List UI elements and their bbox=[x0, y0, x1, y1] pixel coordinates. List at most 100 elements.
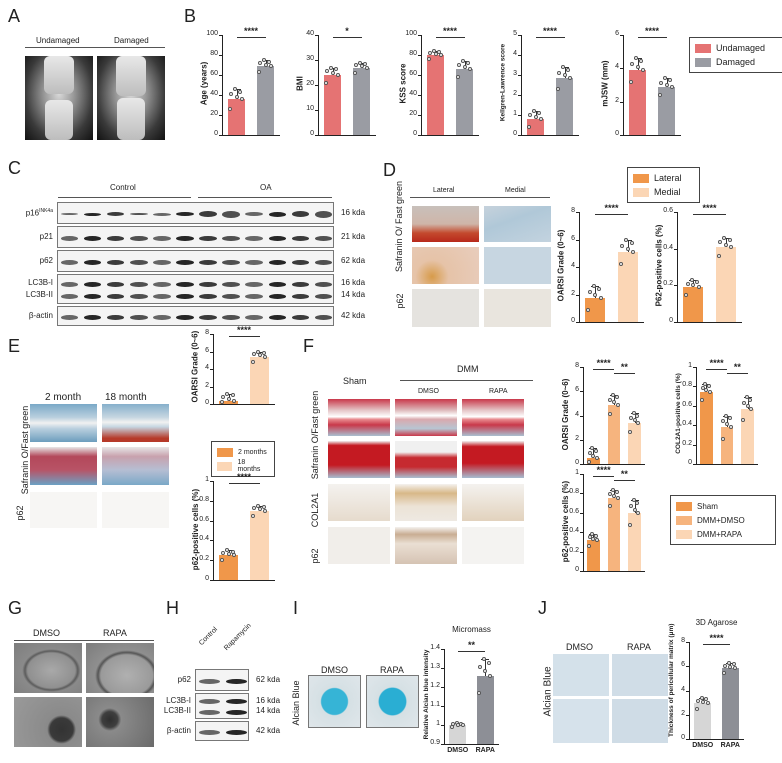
blot-row-lc3b bbox=[57, 274, 334, 304]
data-point bbox=[742, 400, 747, 405]
data-point bbox=[608, 492, 613, 497]
y-tick bbox=[210, 500, 213, 502]
bar-sham bbox=[699, 392, 713, 464]
significance-label: ** bbox=[467, 640, 475, 650]
y-tick bbox=[580, 391, 583, 393]
data-point bbox=[258, 61, 263, 65]
band bbox=[153, 259, 171, 265]
bar-undamaged bbox=[526, 119, 545, 135]
band bbox=[106, 212, 125, 216]
y-axis-label: BMI bbox=[295, 76, 305, 91]
data-point bbox=[668, 78, 673, 83]
y-tick bbox=[580, 493, 583, 495]
band bbox=[291, 259, 310, 265]
histo-f-dmso-saf-2 bbox=[395, 441, 457, 478]
significance-line bbox=[593, 476, 614, 477]
error-bar bbox=[634, 500, 636, 513]
y-tick-label: 8 bbox=[571, 207, 575, 214]
x-axis bbox=[222, 135, 280, 136]
bar-undamaged bbox=[323, 75, 342, 135]
data-point bbox=[593, 292, 598, 297]
panel-c-letter: C bbox=[8, 158, 21, 178]
data-point bbox=[723, 663, 728, 668]
y-tick-label: 2 bbox=[681, 709, 685, 717]
xray-undamaged-image bbox=[25, 56, 93, 140]
blot-size-label: 14 kda bbox=[341, 290, 366, 299]
tem-rapa-1 bbox=[86, 643, 154, 693]
band bbox=[314, 235, 333, 241]
band bbox=[245, 212, 263, 216]
blot-size-label: 16 kda bbox=[341, 278, 366, 287]
y-tick bbox=[686, 666, 689, 668]
data-point bbox=[744, 395, 749, 400]
band bbox=[268, 235, 287, 241]
panel-d-letter: D bbox=[383, 160, 396, 180]
y-tick-label: 0.9 bbox=[430, 739, 440, 746]
data-point bbox=[628, 523, 633, 528]
x-axis bbox=[579, 322, 644, 323]
data-point bbox=[598, 295, 603, 300]
y-tick-label: 40 bbox=[306, 30, 314, 37]
significance-line bbox=[706, 369, 727, 370]
bar-dmso bbox=[694, 703, 712, 739]
y-tick bbox=[693, 425, 696, 427]
y-tick bbox=[315, 135, 318, 136]
significance-line bbox=[236, 37, 266, 38]
y-tick bbox=[518, 95, 521, 96]
band bbox=[83, 212, 102, 216]
band bbox=[268, 211, 287, 217]
histo-e-col-2month: 2 month bbox=[45, 392, 82, 403]
y-tick-label: 0.2 bbox=[682, 439, 692, 447]
significance-line bbox=[637, 37, 667, 38]
band bbox=[106, 281, 125, 287]
y-tick bbox=[441, 725, 444, 726]
error-bar bbox=[564, 67, 566, 78]
band bbox=[314, 281, 333, 287]
y-tick-label: 20 bbox=[306, 80, 314, 87]
data-point bbox=[727, 237, 732, 242]
histo-f-dmso-saf-1 bbox=[395, 399, 457, 436]
data-point bbox=[707, 390, 712, 395]
data-point bbox=[631, 411, 636, 416]
data-point bbox=[567, 76, 572, 80]
data-point bbox=[611, 392, 616, 397]
blot-label: LC3B-I bbox=[166, 695, 191, 705]
error-bar bbox=[236, 89, 238, 99]
bar-damaged bbox=[256, 66, 275, 135]
y-tick-label: 100 bbox=[405, 30, 417, 37]
blot-size-label: 42 kda bbox=[256, 726, 281, 735]
blot-row-p62 bbox=[195, 669, 249, 691]
data-point bbox=[624, 237, 629, 242]
data-point bbox=[745, 403, 750, 408]
blot-label: β-actin bbox=[166, 726, 191, 735]
y-tick-label: 80 bbox=[409, 50, 417, 57]
y-axis bbox=[213, 481, 214, 580]
data-point bbox=[634, 56, 639, 61]
alcian-j-col-rapa: RAPA bbox=[627, 642, 651, 652]
y-tick bbox=[219, 115, 222, 116]
y-axis bbox=[213, 334, 214, 404]
data-point bbox=[629, 79, 634, 84]
data-point bbox=[226, 396, 231, 401]
legend-label-dmm-dmso: DMM+DMSO bbox=[697, 515, 745, 525]
tem-header-line bbox=[14, 640, 154, 641]
band bbox=[222, 235, 240, 241]
data-point bbox=[723, 242, 728, 247]
y-tick-label: 1.4 bbox=[430, 644, 440, 651]
y-tick-label: 0.2 bbox=[199, 555, 209, 563]
legend-swatch-damaged bbox=[695, 57, 711, 67]
blot-label-sup: INK4a bbox=[39, 208, 53, 214]
y-tick bbox=[620, 135, 623, 136]
data-point bbox=[630, 62, 635, 67]
band bbox=[314, 259, 333, 265]
y-tick bbox=[219, 95, 222, 96]
data-point bbox=[427, 57, 432, 61]
significance-label: **** bbox=[236, 325, 251, 335]
data-point bbox=[483, 669, 488, 674]
data-point bbox=[324, 80, 329, 85]
data-point bbox=[612, 400, 616, 405]
band bbox=[153, 293, 171, 299]
data-point bbox=[537, 111, 542, 115]
y-tick bbox=[441, 744, 444, 745]
bar-rapa bbox=[476, 675, 494, 744]
